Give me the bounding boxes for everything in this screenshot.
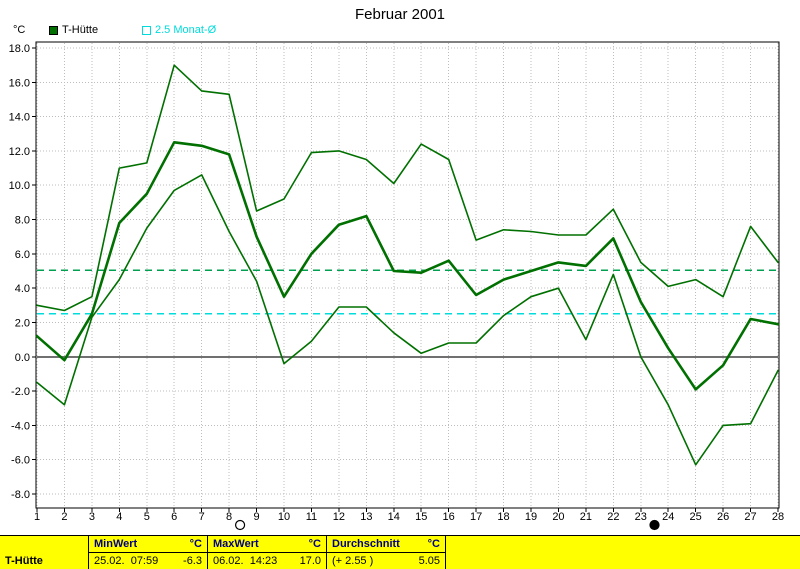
x-tick-label: 18 [497, 511, 509, 523]
x-tick-label: 10 [278, 511, 290, 523]
statusbar-maxwert-cell: MaxWert °C 06.02. 14:23 17.0 [207, 536, 326, 569]
minwert-unit: °C [189, 538, 202, 550]
x-tick-label: 11 [306, 511, 317, 523]
chart-title: Februar 2001 [354, 6, 446, 23]
y-tick-label: 12.0 [9, 146, 30, 158]
maxwert-header: MaxWert [213, 538, 259, 550]
y-tick-label: -4.0 [11, 420, 30, 432]
minwert-value-row: 25.02. 07:59 -6.3 [89, 553, 207, 569]
series-line-tagesmittel [35, 141, 780, 391]
maxwert-value-row: 06.02. 14:23 17.0 [208, 553, 326, 569]
minwert-value: -6.3 [183, 555, 202, 567]
x-tick-label: 4 [116, 511, 122, 523]
x-tick-label: 2 [61, 511, 67, 523]
temperature-line-chart: -8.0 -6.0 -4.0 -2.0 0.0 2.0 4.0 6.0 8.0 10.0 12.0 1… [9, 41, 784, 531]
x-tick-label: 9 [253, 511, 259, 523]
x-tick-label: 16 [443, 511, 455, 523]
x-tick-label: 27 [744, 511, 756, 523]
avg-swatch-icon [142, 25, 151, 35]
legend-series-label: T-Hütte [62, 24, 99, 36]
y-tick-label: 18.0 [9, 43, 30, 55]
x-tick-label: 15 [415, 511, 427, 523]
y-tick-label: 4.0 [15, 283, 30, 295]
statusbar-empty-row [0, 536, 88, 553]
x-tick-label: 22 [607, 511, 619, 523]
legend-avg-label: 2.5 Monat-Ø [155, 24, 217, 36]
durchschnitt-value-row: (+ 2.55 ) 5.05 [327, 553, 445, 569]
y-tick-label: 2.0 [15, 317, 30, 329]
maxwert-header-row: MaxWert °C [208, 536, 326, 553]
full-moon-icon [234, 519, 246, 531]
x-tick-label: 21 [580, 511, 592, 523]
x-tick-label: 13 [360, 511, 372, 523]
x-tick-label: 23 [635, 511, 647, 523]
new-moon-icon [649, 519, 660, 531]
durchschnitt-unit: °C [427, 538, 440, 550]
x-tick-label: 6 [171, 511, 177, 523]
y-tick-label: 10.0 [9, 180, 30, 192]
legend-item-monats-mittel: 2.5 Monat-Ø [142, 24, 216, 36]
statusbar-filler [445, 536, 800, 569]
statusbar-durchschnitt-cell: Durchschnitt °C (+ 2.55 ) 5.05 [326, 536, 445, 569]
y-tick-label: 6.0 [15, 249, 30, 261]
x-tick-label: 7 [199, 511, 205, 523]
y-tick-label: 0.0 [15, 352, 30, 364]
minwert-datetime: 25.02. 07:59 [94, 555, 159, 567]
series-swatch-icon [49, 25, 58, 35]
y-tick-label: -8.0 [11, 489, 30, 501]
statusbar-minwert-cell: MinWert °C 25.02. 07:59 -6.3 [88, 536, 207, 569]
y-tick-label: -2.0 [11, 386, 30, 398]
series-line-tagesmaximum [36, 64, 779, 312]
minwert-header-row: MinWert °C [89, 536, 207, 553]
durchschnitt-header-row: Durchschnitt °C [327, 536, 445, 553]
maxwert-unit: °C [308, 538, 321, 550]
plot-border [35, 41, 780, 509]
legend-item-t-huette: T-Hütte [49, 24, 98, 36]
x-tick-label: 1 [34, 511, 40, 523]
y-tick-label: 8.0 [15, 215, 30, 227]
x-tick-label: 17 [470, 511, 482, 523]
maxwert-value: 17.0 [299, 555, 321, 567]
x-tick-label: 8 [226, 511, 232, 523]
x-tick-label: 14 [388, 511, 400, 523]
y-tick-label: -6.0 [11, 455, 30, 467]
x-tick-label: 5 [144, 511, 150, 523]
y-axis-unit-label: °C [13, 24, 26, 36]
x-tick-label: 26 [717, 511, 729, 523]
durchschnitt-value: 5.05 [418, 555, 440, 567]
x-tick-label: 24 [662, 511, 674, 523]
durchschnitt-deviation: (+ 2.55 ) [332, 555, 374, 567]
x-tick-label: 3 [89, 511, 95, 523]
minwert-header: MinWert [94, 538, 138, 550]
series-line-tagesminimum [36, 174, 779, 466]
x-tick-label: 25 [690, 511, 702, 523]
statusbar-series-cell: T-Hütte [0, 536, 88, 569]
y-tick-label: 14.0 [9, 112, 30, 124]
durchschnitt-header: Durchschnitt [332, 538, 400, 550]
y-tick-label: 16.0 [9, 77, 30, 89]
x-tick-label: 19 [525, 511, 537, 523]
legend: °C T-Hütte 2.5 Monat-Ø [0, 24, 800, 37]
statusbar: T-Hütte MinWert °C 25.02. 07:59 -6.3 Max… [0, 535, 800, 569]
maxwert-datetime: 06.02. 14:23 [213, 555, 278, 567]
x-tick-label: 28 [772, 511, 784, 523]
statusbar-series-name: T-Hütte [5, 554, 43, 567]
x-tick-label: 20 [552, 511, 564, 523]
x-tick-label: 12 [333, 511, 345, 523]
